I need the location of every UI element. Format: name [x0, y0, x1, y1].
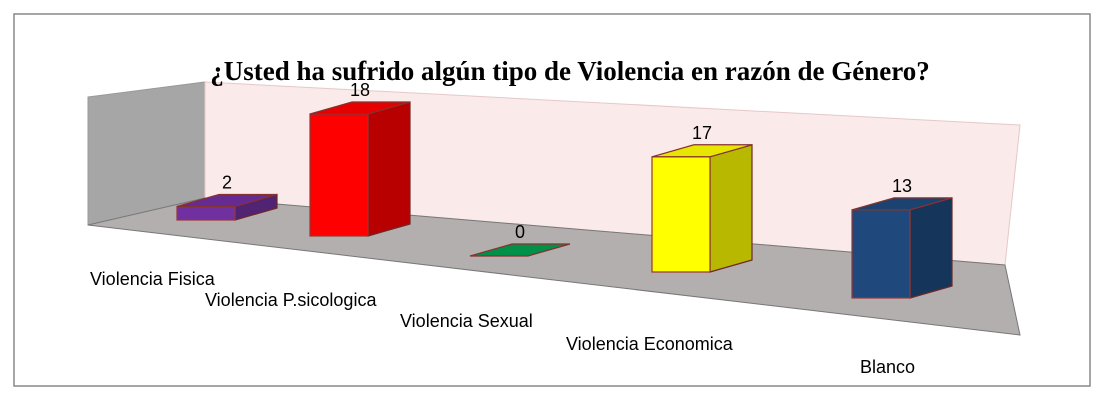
- x-tick-label: Violencia Economica: [566, 334, 734, 354]
- bar-side: [367, 101, 411, 237]
- bar: [851, 209, 911, 299]
- bar-side: [909, 197, 953, 299]
- bar-top: [309, 101, 411, 115]
- bar: [309, 113, 369, 237]
- data-label: 17: [692, 123, 712, 143]
- x-tick-label: Violencia Sexual: [400, 311, 533, 331]
- bar-top: [851, 197, 953, 211]
- data-label: 0: [515, 222, 525, 242]
- bar-top: [176, 193, 278, 208]
- bar-side: [709, 143, 753, 273]
- data-label: 13: [892, 176, 912, 196]
- data-label: 18: [350, 80, 370, 100]
- bar: [651, 156, 711, 273]
- bar: [176, 205, 236, 221]
- data-label: 2: [222, 172, 232, 192]
- x-tick-label: Violencia Fisica: [90, 269, 216, 289]
- x-tick-label: Blanco: [860, 357, 915, 377]
- bar-top: [469, 243, 571, 257]
- bar-top: [651, 144, 753, 158]
- chart-title: ¿Usted ha sufrido algún tipo de Violenci…: [210, 56, 930, 86]
- x-tick-label: Violencia P.sicologica: [205, 290, 377, 310]
